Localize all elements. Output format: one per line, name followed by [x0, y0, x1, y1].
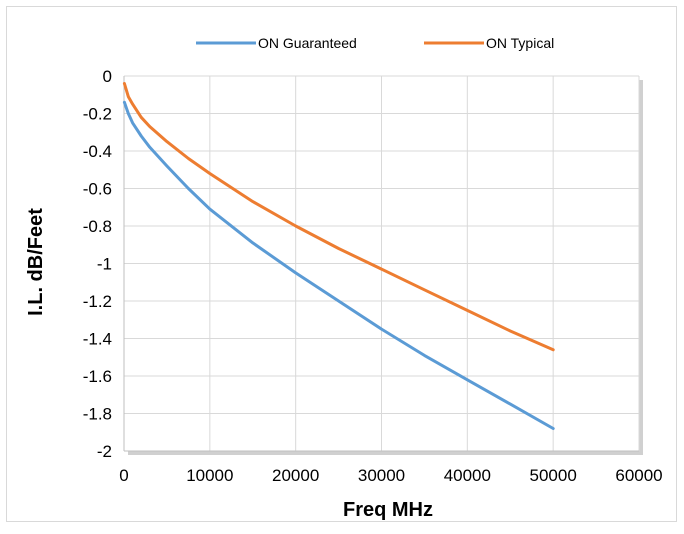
x-tick-label: 60000	[615, 466, 662, 485]
y-tick-label: -0.6	[83, 180, 112, 199]
axes	[123, 76, 639, 452]
y-tick-label: -1.2	[83, 292, 112, 311]
legend: ON Guaranteed ON Typical	[196, 35, 554, 51]
y-tick-label: 0	[103, 67, 112, 86]
y-tick-label: -1.6	[83, 367, 112, 386]
x-tick-label: 40000	[444, 466, 491, 485]
y-tick-label: -0.2	[83, 105, 112, 124]
chart-area-border	[6, 6, 677, 522]
series-line-on-typical	[122, 82, 555, 352]
y-axis-title: I.L. dB/Feet	[25, 208, 47, 316]
y-tick-label: -0.4	[83, 142, 112, 161]
series-line-on-guaranteed	[122, 100, 555, 430]
y-tick-label: -1.4	[83, 330, 112, 349]
legend-label-on-typical: ON Typical	[486, 35, 554, 51]
x-tick-label: 0	[119, 466, 128, 485]
y-tick-label: -0.8	[83, 217, 112, 236]
x-tick-label: 10000	[186, 466, 233, 485]
x-tick-label: 50000	[530, 466, 577, 485]
series-lines	[122, 82, 555, 430]
y-tick-label: -2	[97, 442, 112, 461]
tick-labels: 0 -0.2 -0.4 -0.6 -0.8 -1 -1.2 -1.4 -1.6 -1.8 -2 0 10…	[83, 67, 663, 485]
y-tick-label: -1	[97, 255, 112, 274]
y-tick-label: -1.8	[83, 405, 112, 424]
x-axis-title: Freq MHz	[343, 499, 433, 521]
legend-label-on-guaranteed: ON Guaranteed	[258, 35, 357, 51]
x-tick-label: 30000	[358, 466, 405, 485]
gridlines	[124, 75, 640, 451]
x-tick-label: 20000	[272, 466, 319, 485]
